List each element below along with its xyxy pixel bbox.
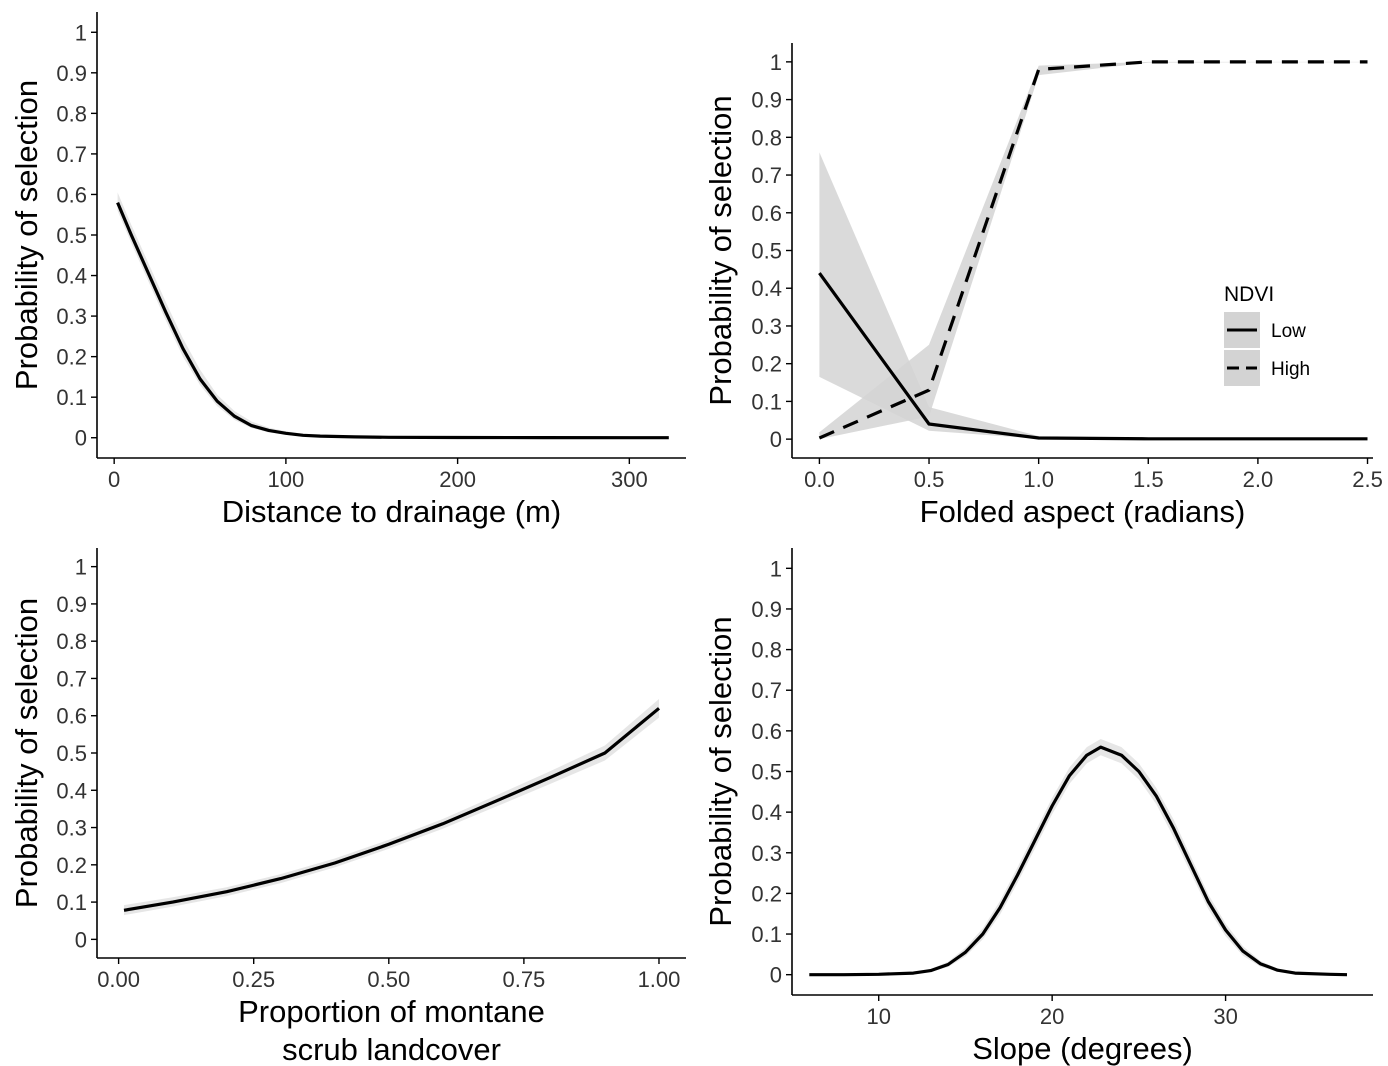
- y-axis-title: Probability of selection: [703, 95, 738, 405]
- x-tick-label: 1.0: [1023, 467, 1054, 492]
- x-tick-label: 0.75: [502, 967, 545, 992]
- y-tick-label: 0.6: [56, 704, 87, 729]
- y-tick-label: 0.8: [56, 101, 87, 126]
- y-tick-label: 0.7: [751, 163, 782, 188]
- series-line-0: [123, 707, 661, 912]
- y-tick-label: 0.8: [751, 125, 782, 150]
- panel-montane-scrub: 0 0.1 0.2 0.3 0.4 0.5 0.6 0.7 0.8 0.9 1 0.00 0.25 0.5…: [9, 548, 686, 1066]
- y-tick-label: 0.8: [751, 638, 782, 663]
- y-tick-label: 0.6: [751, 719, 782, 744]
- x-tick-label: 2.5: [1352, 467, 1383, 492]
- x-tick-label: 10: [866, 1004, 890, 1029]
- x-axis-title: Folded aspect (radians): [920, 494, 1246, 529]
- y-tick-label: 0: [770, 427, 782, 452]
- x-tick-label: 0.5: [914, 467, 945, 492]
- y-tick-label: 0.3: [56, 304, 87, 329]
- x-tick-label: 0: [108, 467, 120, 492]
- y-tick-label: 0.9: [751, 88, 782, 113]
- y-tick-label: 0.3: [751, 841, 782, 866]
- legend-title: NDVI: [1224, 283, 1274, 306]
- y-tick-label: 1: [75, 555, 87, 580]
- confidence-band-0: [124, 699, 659, 916]
- y-tick-label: 0.7: [751, 678, 782, 703]
- series-line-0: [116, 201, 669, 440]
- y-tick-label: 1: [75, 20, 87, 45]
- x-axis-title: scrub landcover: [282, 1032, 501, 1066]
- panel-folded-aspect: 0 0.1 0.2 0.3 0.4 0.5 0.6 0.7 0.8 0.9 1 0.0 0.5 1.0 1.…: [703, 43, 1383, 529]
- y-tick-label: 0: [770, 963, 782, 988]
- y-tick-label: 0.1: [56, 890, 87, 915]
- series-line-low: [818, 272, 1368, 441]
- y-tick-label: 0.1: [751, 389, 782, 414]
- x-tick-label: 300: [611, 467, 648, 492]
- confidence-band-1: [819, 61, 1368, 440]
- legend-label-low: Low: [1271, 321, 1306, 342]
- y-tick-label: 0.8: [56, 629, 87, 654]
- y-tick-label: 0.7: [56, 666, 87, 691]
- y-tick-label: 1: [770, 556, 782, 581]
- x-tick-label: 0.25: [232, 967, 275, 992]
- x-tick-label: 2.0: [1243, 467, 1274, 492]
- y-tick-label: 0.4: [751, 800, 782, 825]
- y-tick-label: 0.3: [56, 816, 87, 841]
- y-tick-label: 0.4: [751, 276, 782, 301]
- y-tick-label: 0.9: [56, 592, 87, 617]
- x-tick-label: 0.50: [367, 967, 410, 992]
- series-line-0: [809, 745, 1348, 977]
- y-tick-label: 0.5: [56, 741, 87, 766]
- y-tick-label: 0.3: [751, 314, 782, 339]
- y-tick-label: 0.1: [56, 385, 87, 410]
- confidence-band-0: [117, 192, 669, 438]
- y-axis-title: Probability of selection: [9, 80, 44, 390]
- y-tick-label: 0.5: [751, 760, 782, 785]
- legend: NDVI Low High: [1224, 283, 1310, 386]
- x-tick-label: 0.00: [97, 967, 140, 992]
- y-axis-title: Probability of selection: [703, 616, 738, 926]
- y-tick-label: 0.9: [56, 61, 87, 86]
- y-tick-label: 0.5: [56, 223, 87, 248]
- y-tick-label: 0.9: [751, 597, 782, 622]
- y-axis-title: Probability of selection: [9, 598, 44, 908]
- x-axis-title: Distance to drainage (m): [222, 494, 561, 529]
- y-tick-label: 0.1: [751, 922, 782, 947]
- x-tick-label: 30: [1213, 1004, 1237, 1029]
- y-tick-label: 0.5: [751, 239, 782, 264]
- legend-label-high: High: [1271, 359, 1310, 380]
- y-tick-label: 0.2: [751, 352, 782, 377]
- y-tick-label: 0: [75, 426, 87, 451]
- x-tick-label: 1.00: [638, 967, 681, 992]
- x-tick-label: 1.5: [1133, 467, 1164, 492]
- x-axis-title: Proportion of montane: [238, 994, 545, 1029]
- y-tick-label: 0.4: [56, 778, 87, 803]
- y-tick-label: 0.4: [56, 264, 87, 289]
- y-tick-label: 0: [75, 927, 87, 952]
- y-tick-label: 1: [770, 50, 782, 75]
- x-tick-label: 200: [439, 467, 476, 492]
- y-tick-label: 0.6: [56, 182, 87, 207]
- confidence-band-0: [809, 739, 1347, 975]
- x-tick-label: 100: [268, 467, 305, 492]
- x-axis-title: Slope (degrees): [972, 1031, 1193, 1066]
- panel-distance-to-drainage: 0 0.1 0.2 0.3 0.4 0.5 0.6 0.7 0.8 0.9 1 0 100 200 300 D…: [9, 12, 686, 529]
- y-tick-label: 0.2: [56, 853, 87, 878]
- x-tick-label: 20: [1040, 1004, 1064, 1029]
- y-tick-label: 0.2: [751, 881, 782, 906]
- y-tick-label: 0.6: [751, 201, 782, 226]
- y-tick-label: 0.2: [56, 345, 87, 370]
- y-tick-label: 0.7: [56, 142, 87, 167]
- panel-slope: 0 0.1 0.2 0.3 0.4 0.5 0.6 0.7 0.8 0.9 1 10 20 30 Slope…: [703, 548, 1373, 1066]
- x-tick-label: 0.0: [804, 467, 835, 492]
